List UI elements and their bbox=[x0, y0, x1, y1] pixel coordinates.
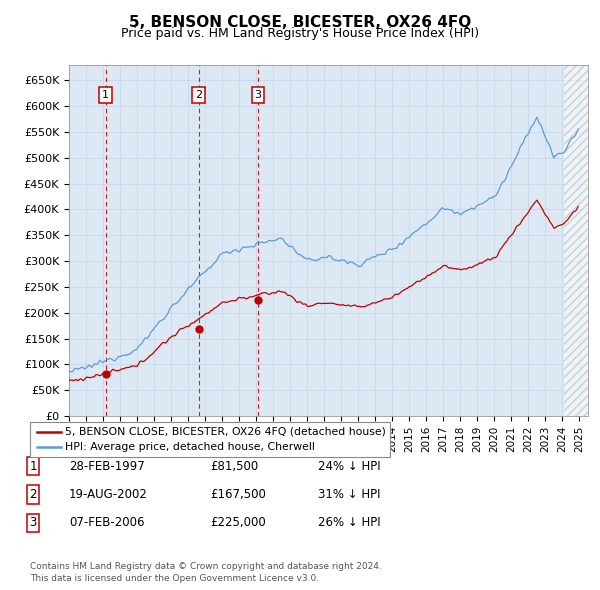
Text: 1: 1 bbox=[102, 90, 109, 100]
Text: HPI: Average price, detached house, Cherwell: HPI: Average price, detached house, Cher… bbox=[65, 442, 314, 453]
Text: Price paid vs. HM Land Registry's House Price Index (HPI): Price paid vs. HM Land Registry's House … bbox=[121, 27, 479, 40]
Text: 3: 3 bbox=[29, 516, 37, 529]
Text: 5, BENSON CLOSE, BICESTER, OX26 4FQ (detached house): 5, BENSON CLOSE, BICESTER, OX26 4FQ (det… bbox=[65, 427, 386, 437]
Text: 31% ↓ HPI: 31% ↓ HPI bbox=[318, 488, 380, 501]
Text: 19-AUG-2002: 19-AUG-2002 bbox=[69, 488, 148, 501]
Text: £225,000: £225,000 bbox=[210, 516, 266, 529]
Text: 3: 3 bbox=[254, 90, 262, 100]
Text: 2: 2 bbox=[195, 90, 202, 100]
Text: £167,500: £167,500 bbox=[210, 488, 266, 501]
Text: Contains HM Land Registry data © Crown copyright and database right 2024.
This d: Contains HM Land Registry data © Crown c… bbox=[30, 562, 382, 583]
Text: 2: 2 bbox=[29, 488, 37, 501]
Text: 28-FEB-1997: 28-FEB-1997 bbox=[69, 460, 145, 473]
Text: 07-FEB-2006: 07-FEB-2006 bbox=[69, 516, 145, 529]
Text: 1: 1 bbox=[29, 460, 37, 473]
Text: 5, BENSON CLOSE, BICESTER, OX26 4FQ: 5, BENSON CLOSE, BICESTER, OX26 4FQ bbox=[129, 15, 471, 30]
Text: 26% ↓ HPI: 26% ↓ HPI bbox=[318, 516, 380, 529]
Text: 24% ↓ HPI: 24% ↓ HPI bbox=[318, 460, 380, 473]
Text: £81,500: £81,500 bbox=[210, 460, 258, 473]
